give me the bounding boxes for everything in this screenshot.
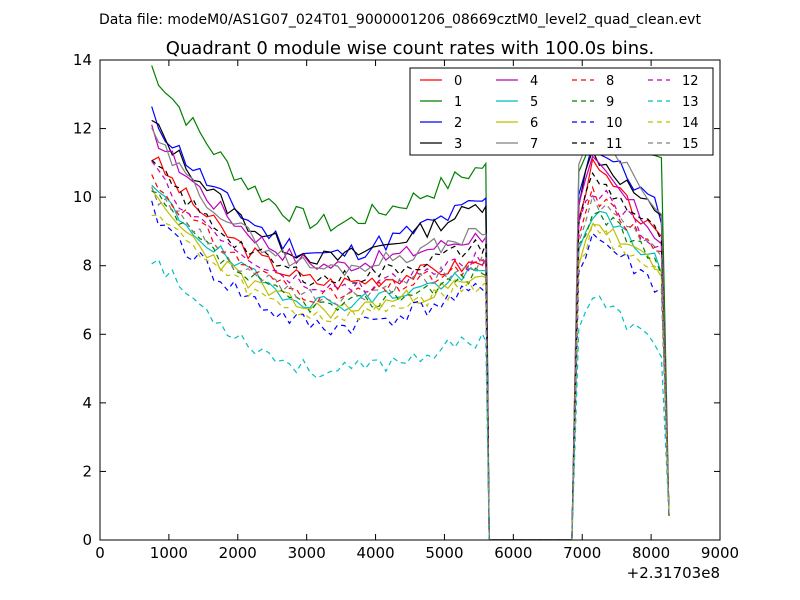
series-line-7 [151,109,670,540]
series-line-13 [151,258,670,540]
legend-label-0: 0 [454,74,462,89]
legend-label-13: 13 [682,95,699,110]
legend-label-9: 9 [606,95,614,110]
x-tick-label: 8000 [632,544,670,562]
x-tick-label: 3000 [288,544,326,562]
suptitle: Data file: modeM0/AS1G07_024T01_90000012… [99,12,701,28]
y-tick-label: 14 [73,51,92,69]
series-line-14 [151,214,670,540]
series-line-3 [151,119,670,540]
y-tick-label: 10 [73,188,92,206]
x-tick-label: 0 [95,544,105,562]
legend-label-2: 2 [454,116,462,131]
legend-label-1: 1 [454,95,462,110]
series-line-15 [151,186,670,540]
series-line-2 [151,106,670,540]
legend-label-3: 3 [454,137,462,152]
legend-label-8: 8 [606,74,614,89]
series-line-6 [151,189,670,540]
x-tick-label: 1000 [150,544,188,562]
legend-label-6: 6 [530,116,538,131]
y-tick-label: 4 [82,394,92,412]
series-line-0 [151,156,670,540]
y-tick-label: 0 [82,531,92,549]
legend-label-10: 10 [606,116,623,131]
series-line-12 [151,160,670,540]
x-tick-label: 7000 [563,544,601,562]
legend-label-11: 11 [606,137,623,152]
x-offset-label: +2.31703e8 [627,564,720,582]
y-tick-label: 8 [82,257,92,275]
legend-label-14: 14 [682,116,699,131]
x-tick-label: 5000 [425,544,463,562]
plot-area [151,65,670,540]
y-tick-label: 2 [82,462,92,480]
x-tick-label: 6000 [494,544,532,562]
legend-label-5: 5 [530,95,538,110]
series-line-8 [151,174,670,540]
legend-label-12: 12 [682,74,699,89]
axes: 0 1000 2000 3000 4000 5000 6000 7000 8000 9000 0 2 4… [73,51,739,562]
legend-label-4: 4 [530,74,538,89]
y-tick-label: 6 [82,325,92,343]
x-tick-label: 2000 [219,544,257,562]
chart-title: Quadrant 0 module wise count rates with … [166,38,655,59]
axes-frame [99,59,721,541]
series-line-4 [151,124,670,540]
series-line-11 [151,159,670,540]
series-line-5 [151,184,670,540]
y-tick-label: 12 [73,120,92,138]
x-tick-label: 4000 [356,544,394,562]
series-line-10 [151,200,670,540]
legend-label-15: 15 [682,137,699,152]
legend-label-7: 7 [530,137,538,152]
x-tick-label: 9000 [701,544,739,562]
legend-box [409,67,714,156]
